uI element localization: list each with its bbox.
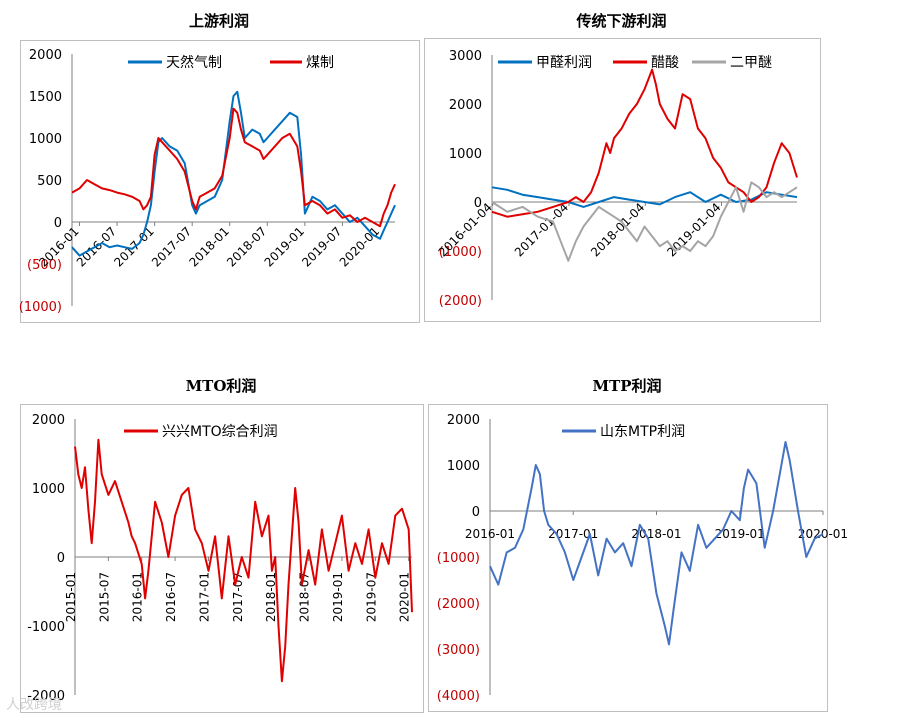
y-tick-label: (1000) [437,551,480,566]
y-tick-label: (4000) [437,689,480,704]
legend-label: 二甲醚 [730,55,772,71]
y-tick-label: (500) [27,258,62,273]
legend-label: 煤制 [306,55,334,71]
chart-3-panel [20,404,424,713]
y-tick-label: (3000) [437,643,480,658]
series-line-2 [71,107,396,228]
x-tick-label: 2016-01 [131,572,145,622]
y-tick-label: -1000 [27,620,65,635]
series-line-1 [489,441,824,646]
x-tick-label: 2016-07 [164,572,178,622]
chart-2-panel [424,38,821,322]
series-line-1 [71,90,396,257]
x-tick-label: 2018-01 [264,572,278,622]
x-tick-label: 2020-01 [398,572,412,622]
y-tick-label: 1500 [29,90,62,105]
y-tick-label: 2000 [29,48,62,63]
y-tick-label: (2000) [439,294,482,309]
legend-label: 兴兴MTO综合利润 [162,424,278,440]
y-tick-label: 2000 [447,413,480,428]
y-tick-label: 0 [57,551,65,566]
legend-label: 山东MTP利润 [600,424,685,440]
series-line-3 [491,181,798,262]
y-tick-label: (1000) [439,245,482,260]
chart-1-title: 上游利润 [188,12,249,30]
y-tick-label: 2000 [32,413,65,428]
y-tick-label: 0 [472,505,480,520]
y-tick-label: 500 [37,174,62,189]
x-tick-label: 2019-01 [331,572,345,622]
chart-2-title: 传统下游利润 [576,12,667,30]
y-tick-label: 1000 [32,482,65,497]
y-tick-label: 1000 [449,147,482,162]
y-tick-label: (1000) [19,300,62,315]
y-tick-label: 0 [474,196,482,211]
legend-label: 醋酸 [651,55,679,71]
legend-label: 天然气制 [166,54,222,71]
x-tick-label: 2017-01 [197,572,211,622]
x-tick-label: 2019-01 [715,527,765,541]
series-line-1 [74,438,413,683]
x-tick-label: 2017-01 [548,527,598,541]
chart-4-title: MTP利润 [592,377,662,395]
x-tick-label: 2019-07 [364,572,378,622]
y-tick-label: -2000 [27,689,65,704]
x-tick-label: 2016-01 [465,527,515,541]
y-tick-label: 2000 [449,98,482,113]
y-tick-label: 1000 [29,132,62,147]
x-tick-label: 2015-07 [97,572,111,622]
chart-3-title: MTO利润 [185,377,257,395]
y-tick-label: 3000 [449,49,482,64]
y-tick-label: (2000) [437,597,480,612]
y-tick-label: 1000 [447,459,480,474]
y-tick-label: 0 [54,216,62,231]
watermark: 人改跨境 [6,697,62,713]
legend-label: 甲醛利润 [536,55,592,71]
x-tick-label: 2015-01 [64,572,78,622]
